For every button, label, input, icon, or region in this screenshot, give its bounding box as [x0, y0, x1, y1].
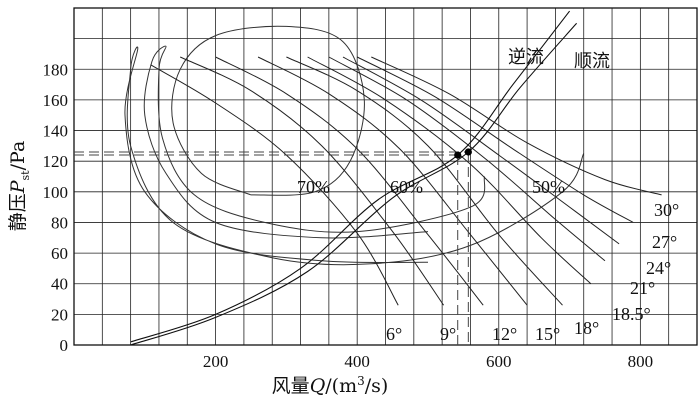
blade-angle-curves — [150, 56, 662, 306]
operating-point — [464, 148, 472, 156]
y-tick-label: 140 — [43, 122, 69, 141]
efficiency-contours — [124, 25, 585, 266]
reference-lines — [74, 151, 469, 345]
efficiency-label: 70% — [297, 177, 330, 197]
x-tick-label: 600 — [486, 352, 512, 371]
blade-angle-curve-18.5deg — [307, 56, 592, 285]
blade-angle-curve-30deg — [371, 56, 662, 196]
y-tick-label: 160 — [43, 91, 69, 110]
blade-angle-curve-21deg — [328, 56, 606, 262]
y-tick-label: 20 — [51, 305, 68, 324]
operating-point — [454, 151, 462, 159]
plot-frame — [73, 7, 698, 346]
efficiency-contour-60pct — [143, 45, 486, 239]
angle-label: 15° — [535, 324, 560, 344]
system-curve-forward — [130, 22, 578, 346]
blade-angle-curve-15deg — [257, 56, 528, 306]
curve-labels: 70% 60% 50% 6° 9° 12° 15° 18° 18.5° 21°24° 27° 30° 逆… — [297, 47, 679, 344]
blade-angle-curve-18deg — [286, 56, 563, 306]
y-axis-title: 静压Pst/Pa — [7, 141, 32, 232]
angle-label: 18.5° — [612, 304, 651, 324]
angle-label: 6° — [386, 324, 402, 344]
y-tick-label: 60 — [51, 244, 68, 263]
efficiency-label: 60% — [390, 177, 423, 197]
y-tick-label: 120 — [43, 152, 69, 171]
y-tick-label: 40 — [51, 275, 68, 294]
angle-label: 9° — [440, 324, 456, 344]
y-tick-label: 80 — [51, 213, 68, 232]
y-tick-label: 100 — [43, 183, 69, 202]
x-tick-label: 400 — [344, 352, 370, 371]
x-axis-title: 风量Q/(m3/s) — [272, 374, 389, 397]
efficiency-contour-70pct — [171, 25, 365, 196]
angle-label: 12° — [492, 324, 517, 344]
forward-flow-label: 顺流 — [574, 51, 610, 71]
operating-points — [454, 148, 472, 159]
blade-angle-curve-12deg — [215, 56, 484, 306]
system-curve-reverse — [130, 10, 571, 343]
angle-label: 24° — [646, 258, 671, 278]
angle-label: 27° — [652, 232, 677, 252]
y-tick-label: 180 — [43, 60, 69, 79]
angle-label: 21° — [630, 278, 655, 298]
system-curves — [130, 10, 578, 346]
x-tick-label: 800 — [628, 352, 654, 371]
tick-labels: 200 400 600 800 0 20 40 60 80 100 120 140 160 180 — [43, 60, 654, 371]
blade-angle-curve-9deg — [179, 56, 445, 306]
angle-label: 30° — [654, 200, 679, 220]
x-tick-label: 200 — [203, 352, 229, 371]
efficiency-contour-50pct — [124, 46, 585, 266]
angle-label: 18° — [574, 318, 599, 338]
blade-angle-curve-27deg — [356, 56, 634, 223]
efficiency-label: 50% — [532, 177, 565, 197]
blade-angle-curve-24deg — [342, 56, 620, 245]
plot-border — [73, 7, 698, 346]
y-tick-label: 0 — [60, 336, 69, 355]
reverse-flow-label: 逆流 — [508, 47, 544, 67]
